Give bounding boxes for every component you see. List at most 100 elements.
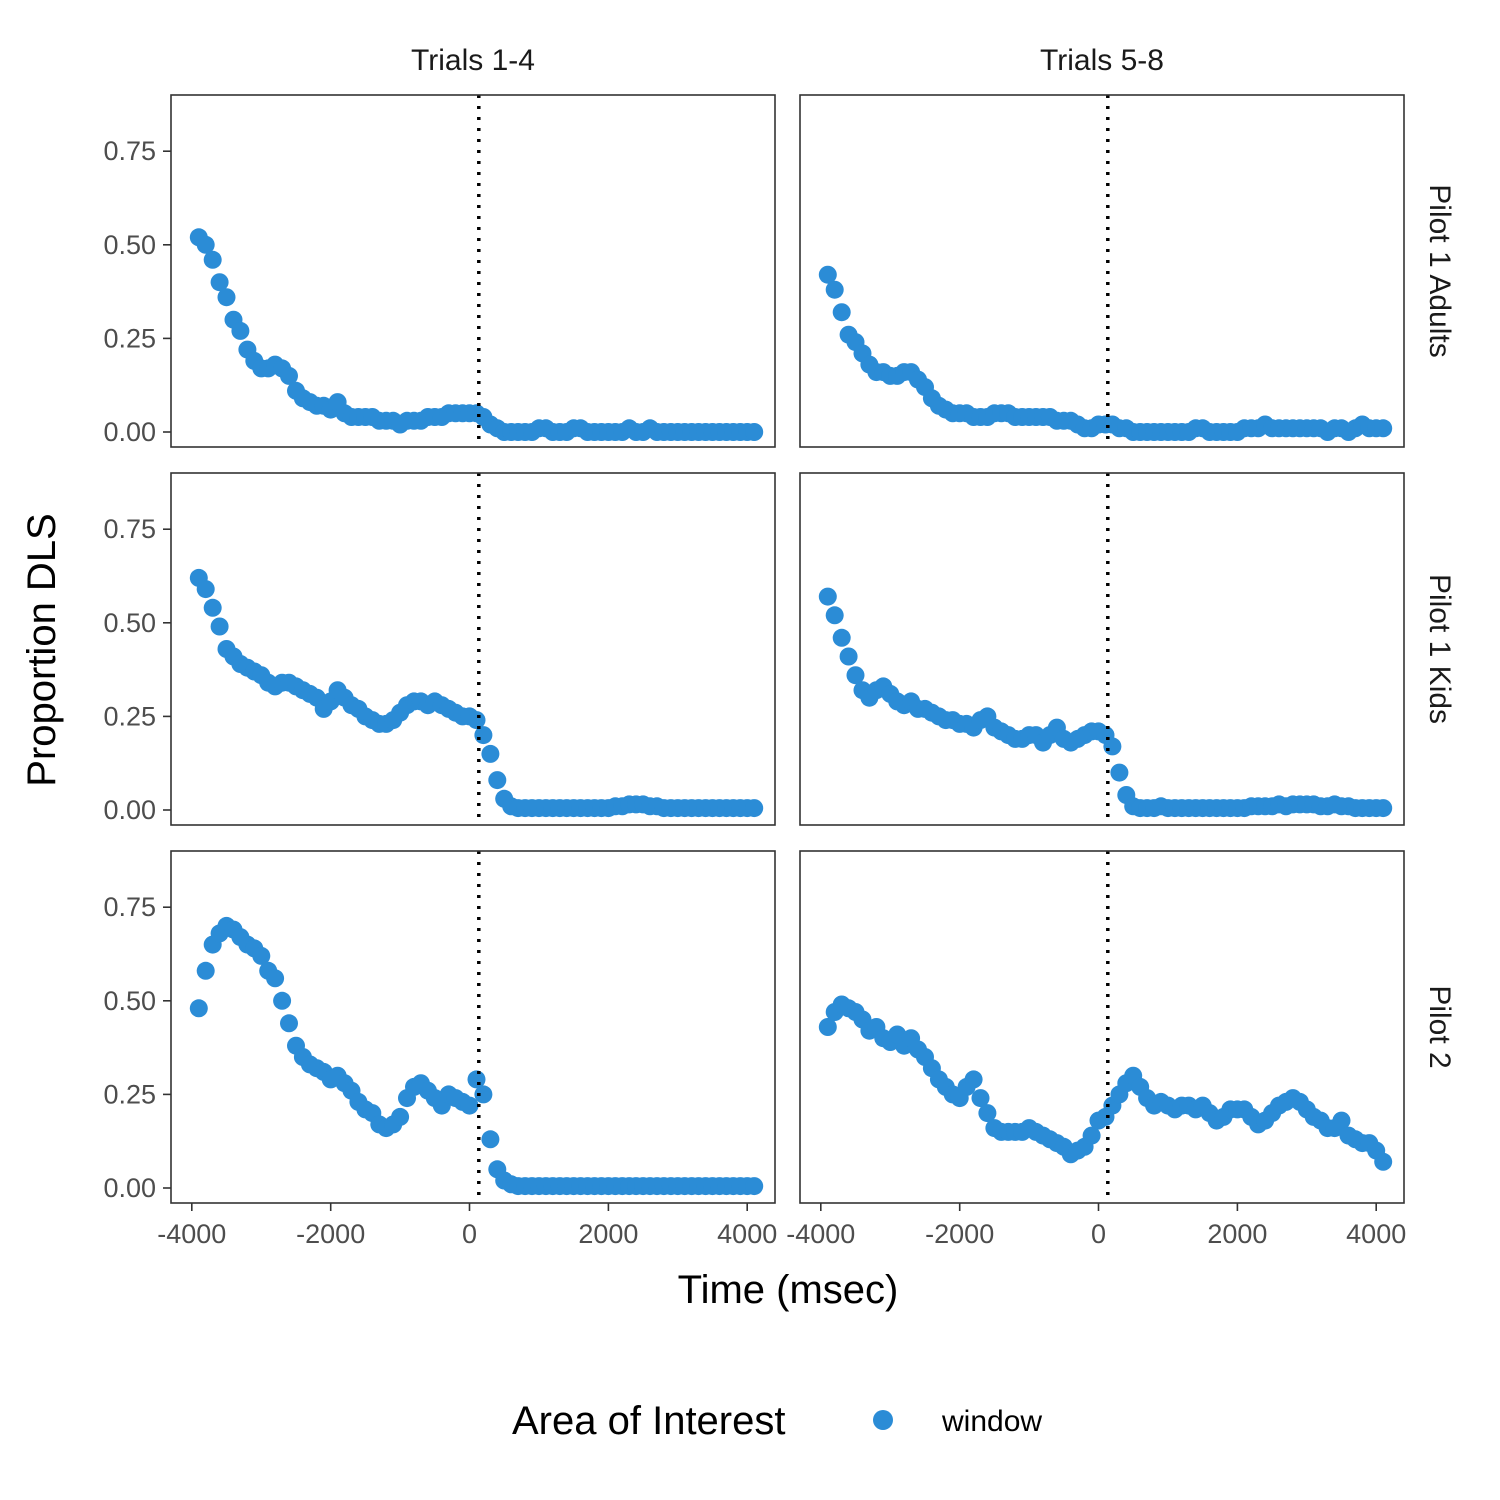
points-group [818, 587, 1393, 818]
x-tick-label: 0 [1091, 1219, 1106, 1249]
panel-border [799, 94, 1405, 448]
y-tick-label: 0.50 [103, 986, 156, 1016]
y-axis-title: Proportion DLS [20, 513, 64, 786]
x-tick-label: -2000 [925, 1219, 994, 1249]
data-point [1374, 799, 1393, 818]
data-point [1374, 419, 1393, 438]
x-tick-label: -4000 [786, 1219, 855, 1249]
row-strip-label: Pilot 1 Kids [1423, 574, 1456, 724]
data-point [818, 265, 837, 284]
data-point [825, 280, 844, 299]
y-tick-label: 0.75 [103, 892, 156, 922]
legend: Area of Interest window [512, 1399, 1042, 1443]
column-strip-label: Trials 5-8 [1040, 44, 1164, 77]
x-tick-label: -2000 [296, 1219, 365, 1249]
y-tick-label: 0.00 [103, 795, 156, 825]
panel-pilot-1-kids-trials-1-4 [170, 472, 776, 826]
data-point [1110, 763, 1129, 782]
panel-border [170, 94, 776, 448]
legend-title: Area of Interest [512, 1399, 785, 1443]
x-tick-label: 4000 [717, 1219, 777, 1249]
y-tick-label: 0.50 [103, 608, 156, 638]
data-point [971, 1089, 990, 1108]
panel-border [799, 472, 1405, 826]
data-point [964, 1070, 983, 1089]
y-tick-label: 0.00 [103, 417, 156, 447]
x-tick-label: 4000 [1346, 1219, 1406, 1249]
data-point [467, 711, 486, 730]
data-point [745, 799, 764, 818]
points-group [818, 265, 1393, 441]
data-point [203, 598, 222, 617]
y-tick-label: 0.75 [103, 514, 156, 544]
data-point [481, 1130, 500, 1149]
panel-pilot-1-adults-trials-5-8 [799, 94, 1405, 448]
data-point [832, 628, 851, 647]
data-point [1103, 737, 1122, 756]
data-point [832, 303, 851, 322]
panels-layer [170, 94, 1405, 1204]
legend-key-window [873, 1410, 893, 1430]
y-tick-label: 0.00 [103, 1173, 156, 1203]
data-point [196, 961, 215, 980]
data-point [196, 580, 215, 599]
points-group [189, 916, 764, 1196]
data-point [189, 999, 208, 1018]
data-point [210, 273, 229, 292]
column-strip-label: Trials 1-4 [411, 44, 535, 77]
x-tick-label: 2000 [578, 1219, 638, 1249]
data-point [474, 1085, 493, 1104]
panel-pilot-2-trials-1-4 [170, 850, 776, 1204]
panel-border [170, 472, 776, 826]
data-point [266, 969, 285, 988]
data-point [273, 991, 292, 1010]
data-point [210, 617, 229, 636]
data-point [460, 1096, 479, 1115]
points-group [189, 568, 764, 818]
data-point [467, 1070, 486, 1089]
data-point [488, 771, 507, 790]
data-point [481, 744, 500, 763]
y-tick-label: 0.25 [103, 1079, 156, 1109]
data-point [818, 587, 837, 606]
data-point [280, 366, 298, 385]
data-point [839, 647, 858, 666]
legend-label-window: window [941, 1405, 1042, 1438]
panel-pilot-1-kids-trials-5-8 [799, 472, 1405, 826]
data-point [252, 946, 271, 965]
data-point [231, 321, 250, 340]
x-axis-title: Time (msec) [678, 1268, 899, 1312]
data-point [1082, 1126, 1101, 1145]
y-tick-label: 0.50 [103, 230, 156, 260]
data-point [978, 1104, 997, 1123]
strips-layer: Trials 1-4 Trials 5-8 Pilot 1 Adults Pilot … [411, 44, 1456, 1069]
row-strip-label: Pilot 2 [1423, 985, 1456, 1068]
data-point [203, 250, 222, 269]
axes-layer: 0.00 0.25 0.50 0.75 0.00 0.25 0.50 0.75 0.00 0.25… [103, 136, 1406, 1249]
points-group [189, 228, 764, 441]
data-point [1374, 1152, 1393, 1171]
data-point [217, 288, 236, 307]
data-point [1332, 1111, 1351, 1130]
data-point [745, 423, 764, 441]
data-point [391, 1107, 410, 1126]
data-point [825, 606, 844, 625]
panel-pilot-2-trials-5-8 [799, 850, 1405, 1204]
x-tick-label: 2000 [1207, 1219, 1267, 1249]
x-tick-label: -4000 [157, 1219, 226, 1249]
points-group [818, 995, 1393, 1171]
data-point [846, 666, 865, 685]
panel-pilot-1-adults-trials-1-4 [170, 94, 776, 448]
data-point [196, 235, 215, 254]
y-tick-label: 0.25 [103, 323, 156, 353]
panel-border [170, 850, 776, 1204]
data-point [280, 1014, 298, 1033]
data-point [818, 1018, 837, 1036]
row-strip-label: Pilot 1 Adults [1423, 184, 1456, 357]
y-tick-label: 0.25 [103, 701, 156, 731]
y-tick-label: 0.75 [103, 136, 156, 166]
x-tick-label: 0 [462, 1219, 477, 1249]
panel-border [799, 850, 1405, 1204]
